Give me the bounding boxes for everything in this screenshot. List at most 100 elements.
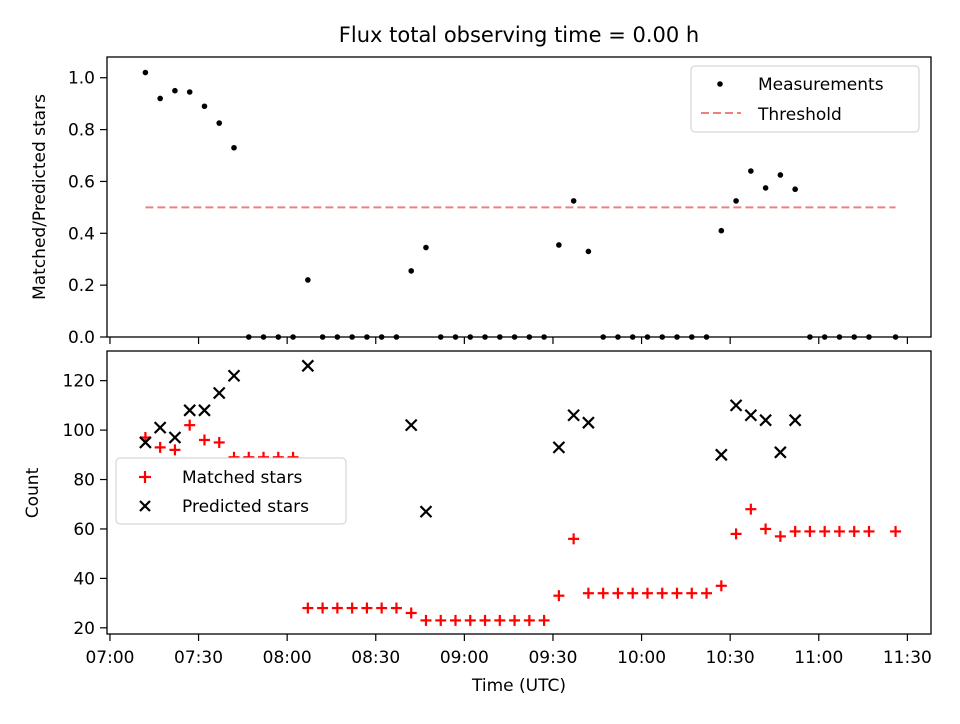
measurement-point: [186, 89, 193, 95]
matched-star-point: [641, 587, 653, 599]
legend-label-matched: Matched stars: [182, 468, 302, 488]
top-ylabel: Matched/Predicted stars: [30, 94, 50, 300]
top-xticks: [109, 337, 908, 344]
matched-star-point: [390, 602, 402, 614]
measurement-point: [733, 198, 739, 204]
predicted-star-point: [744, 408, 758, 422]
bottom-xtick-label: 08:00: [263, 648, 312, 668]
matched-star-point: [184, 419, 196, 431]
matched-star-point: [863, 525, 875, 537]
chart-title: Flux total observing time = 0.00 h: [339, 23, 699, 47]
matched-star-point: [686, 587, 698, 599]
bottom-panel: 20 40 60 80 100 120 07:00 07:30 08:00 08:30 09:00…: [23, 350, 932, 696]
matched-star-point: [538, 614, 550, 626]
legend-marker-matched: [139, 471, 151, 483]
matched-star-point: [435, 614, 447, 626]
top-ytick-label: 0.0: [68, 328, 95, 348]
top-ytick-label: 0.2: [68, 276, 95, 296]
bottom-ylabel: Count: [23, 467, 43, 518]
measurement-point: [777, 172, 784, 178]
matched-star-point: [597, 587, 609, 599]
matched-star-point: [890, 525, 902, 537]
matched-star-point: [701, 587, 713, 599]
predicted-star-point: [759, 413, 772, 427]
predicted-star-point: [139, 436, 152, 449]
matched-star-point: [848, 525, 860, 537]
bottom-ytick-label: 60: [73, 520, 95, 540]
bottom-legend-box: [115, 457, 347, 525]
bottom-xtick-label: 11:30: [883, 648, 932, 668]
bottom-xtick-label: 08:30: [351, 648, 400, 668]
matched-star-point: [582, 587, 594, 599]
predicted-star-point: [212, 386, 226, 400]
matched-star-point: [804, 525, 816, 537]
matched-star-point: [568, 533, 580, 545]
measurement-point: [157, 95, 163, 102]
matched-star-point: [553, 590, 565, 602]
matched-star-point: [405, 607, 417, 619]
matched-star-point: [612, 587, 624, 599]
measurement-point: [231, 144, 237, 151]
matched-star-point: [302, 602, 314, 614]
matched-star-point: [523, 614, 535, 626]
top-ytick-label: 0.6: [68, 172, 95, 192]
bottom-ytick-label: 120: [63, 372, 95, 392]
measurement-point: [556, 242, 562, 248]
bottom-ytick-label: 100: [63, 421, 95, 441]
bottom-xtick-label: 09:00: [440, 648, 489, 668]
bottom-ytick-label: 20: [73, 619, 95, 639]
predicted-star-point: [153, 421, 167, 434]
matched-star-point: [656, 587, 668, 599]
measurement-point: [408, 268, 415, 274]
top-ytick-label: 1.0: [68, 69, 95, 89]
bottom-xlabel: Time (UTC): [471, 676, 566, 696]
measurement-point: [423, 244, 429, 251]
measurement-point: [305, 277, 311, 283]
matched-star-point: [198, 434, 210, 446]
matched-star-point: [745, 503, 757, 515]
bottom-xtick-label: 11:00: [794, 648, 843, 668]
measurement-point: [792, 186, 798, 193]
predicted-star-point: [774, 446, 787, 459]
matched-star-point: [494, 614, 506, 626]
bottom-xtick-label: 10:30: [706, 648, 755, 668]
predicted-star-point: [404, 418, 418, 432]
top-yticks: 0.0 0.2 0.4 0.6 0.8 1.0: [68, 69, 107, 348]
matched-star-point: [789, 525, 801, 537]
matched-star-point: [169, 444, 181, 456]
top-ytick-label: 0.8: [68, 121, 95, 141]
measurement-point: [142, 69, 149, 76]
matched-star-point: [627, 587, 639, 599]
measurement-point: [172, 87, 178, 94]
bottom-xticks: 07:00 07:30 08:00 08:30 09:00 09:30 10:00 10:30…: [85, 634, 932, 668]
matched-star-point: [833, 525, 845, 537]
matched-star-point: [730, 528, 742, 540]
matched-star-point: [509, 614, 521, 626]
predicted-star-point: [227, 369, 241, 382]
top-ytick-label: 0.4: [68, 224, 95, 244]
top-marks: [142, 69, 899, 340]
measurement-point: [201, 103, 208, 110]
predicted-star-point: [183, 404, 196, 417]
matched-star-point: [819, 525, 831, 537]
predicted-star-point: [419, 505, 433, 518]
legend-label-threshold: Threshold: [757, 105, 842, 125]
bottom-legend: Matched stars Predicted stars: [115, 457, 347, 525]
bottom-ytick-label: 80: [73, 471, 95, 491]
predicted-star-point: [168, 431, 182, 444]
matched-star-point: [420, 614, 432, 626]
top-axes-frame: [106, 56, 932, 338]
legend-marker-predicted: [139, 500, 151, 512]
predicted-star-point: [715, 448, 728, 462]
matched-star-point: [154, 441, 166, 453]
bottom-xtick-label: 10:00: [617, 648, 666, 668]
measurement-point: [585, 248, 592, 255]
top-legend-box: [690, 65, 920, 133]
matched-star-point: [774, 530, 786, 542]
matched-star-point: [479, 614, 491, 626]
matched-star-point: [464, 614, 476, 626]
measurement-point: [762, 185, 769, 191]
bottom-axes-frame: [106, 350, 932, 635]
matched-star-point: [671, 587, 683, 599]
